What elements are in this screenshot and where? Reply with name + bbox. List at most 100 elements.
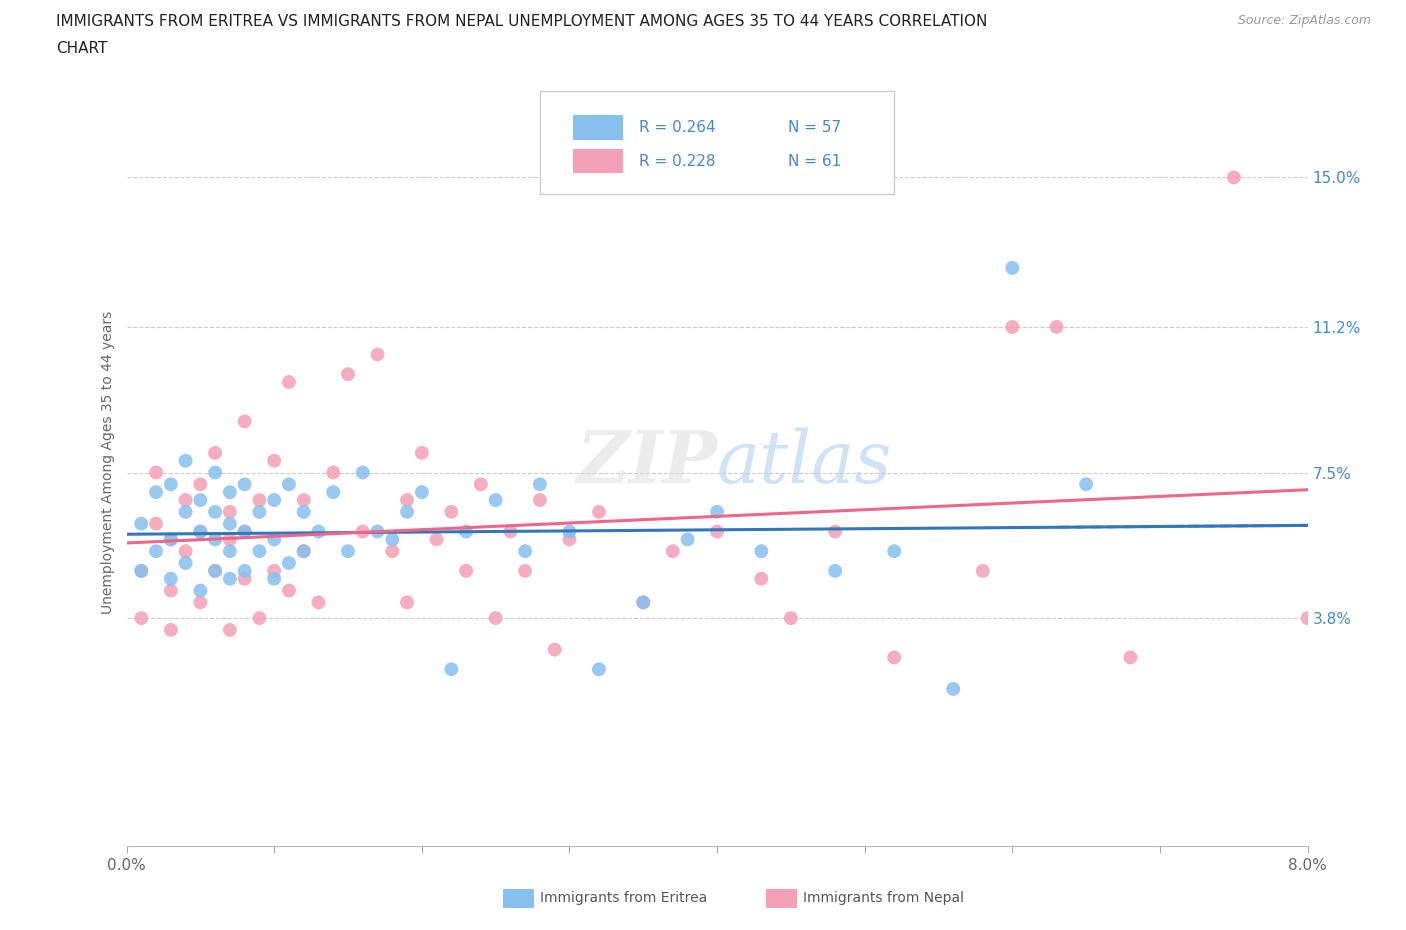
Point <box>160 622 183 637</box>
Point <box>247 504 270 519</box>
Text: atlas: atlas <box>717 428 893 498</box>
Point <box>278 555 301 570</box>
Point <box>515 564 537 578</box>
Point <box>129 516 153 531</box>
Point <box>204 465 226 480</box>
Point <box>233 414 256 429</box>
Point <box>263 571 285 586</box>
Point <box>706 504 728 519</box>
Point <box>247 544 270 559</box>
FancyBboxPatch shape <box>574 149 623 173</box>
Point <box>352 465 374 480</box>
Point <box>396 493 419 508</box>
Point <box>145 485 167 499</box>
Point <box>247 493 270 508</box>
Point <box>247 611 270 626</box>
Point <box>381 532 404 547</box>
Point <box>129 564 153 578</box>
Point <box>145 544 167 559</box>
FancyBboxPatch shape <box>574 115 623 140</box>
Point <box>233 525 256 539</box>
Point <box>411 445 433 460</box>
Point <box>263 564 285 578</box>
Point <box>454 525 477 539</box>
Point <box>484 611 508 626</box>
Point <box>160 571 183 586</box>
Point <box>588 504 610 519</box>
Point <box>129 564 153 578</box>
Point <box>188 525 211 539</box>
Point <box>1076 477 1098 492</box>
Point <box>263 493 285 508</box>
Point <box>263 532 285 547</box>
Point <box>883 544 905 559</box>
Point <box>440 504 463 519</box>
Text: Immigrants from Nepal: Immigrants from Nepal <box>803 891 965 906</box>
Point <box>515 544 537 559</box>
Point <box>499 525 522 539</box>
Point <box>233 564 256 578</box>
Point <box>204 564 226 578</box>
Point <box>824 525 846 539</box>
Point <box>824 564 846 578</box>
Point <box>129 611 153 626</box>
Point <box>352 525 374 539</box>
Text: Source: ZipAtlas.com: Source: ZipAtlas.com <box>1237 14 1371 27</box>
Point <box>204 564 226 578</box>
Y-axis label: Unemployment Among Ages 35 to 44 years: Unemployment Among Ages 35 to 44 years <box>101 311 115 615</box>
Point <box>366 525 388 539</box>
Point <box>188 595 211 610</box>
Point <box>219 622 242 637</box>
Point <box>1119 650 1142 665</box>
Point <box>219 544 242 559</box>
Point <box>396 595 419 610</box>
Point <box>381 544 404 559</box>
Point <box>558 532 581 547</box>
Point <box>292 544 315 559</box>
Text: IMMIGRANTS FROM ERITREA VS IMMIGRANTS FROM NEPAL UNEMPLOYMENT AMONG AGES 35 TO 4: IMMIGRANTS FROM ERITREA VS IMMIGRANTS FR… <box>56 14 987 29</box>
Point <box>676 532 699 547</box>
Point <box>751 571 773 586</box>
Point <box>1045 320 1069 335</box>
Point <box>219 504 242 519</box>
Point <box>204 445 226 460</box>
Point <box>633 595 655 610</box>
Point <box>588 662 610 677</box>
Point <box>337 544 360 559</box>
Point <box>278 375 301 390</box>
Point <box>188 493 211 508</box>
Point <box>1001 260 1024 275</box>
Point <box>661 544 683 559</box>
Point <box>233 525 256 539</box>
Point <box>219 571 242 586</box>
Point <box>219 485 242 499</box>
Point <box>233 571 256 586</box>
Text: N = 57: N = 57 <box>787 120 841 135</box>
Point <box>174 555 197 570</box>
Point <box>160 532 183 547</box>
Point <box>219 516 242 531</box>
Point <box>543 642 565 657</box>
Point <box>366 347 388 362</box>
Point <box>145 465 167 480</box>
Point <box>470 477 492 492</box>
Point <box>454 564 477 578</box>
Point <box>942 682 965 697</box>
Point <box>337 366 360 381</box>
Point <box>160 532 183 547</box>
Point <box>396 504 419 519</box>
Point <box>1001 320 1024 335</box>
Point <box>440 662 463 677</box>
Point <box>411 485 433 499</box>
Point <box>188 477 211 492</box>
Point <box>233 477 256 492</box>
Point <box>751 544 773 559</box>
Point <box>1222 170 1246 185</box>
Point <box>322 465 344 480</box>
Point <box>145 516 167 531</box>
Text: N = 61: N = 61 <box>787 153 841 168</box>
Point <box>188 583 211 598</box>
Point <box>706 525 728 539</box>
Point <box>160 477 183 492</box>
Point <box>174 453 197 468</box>
